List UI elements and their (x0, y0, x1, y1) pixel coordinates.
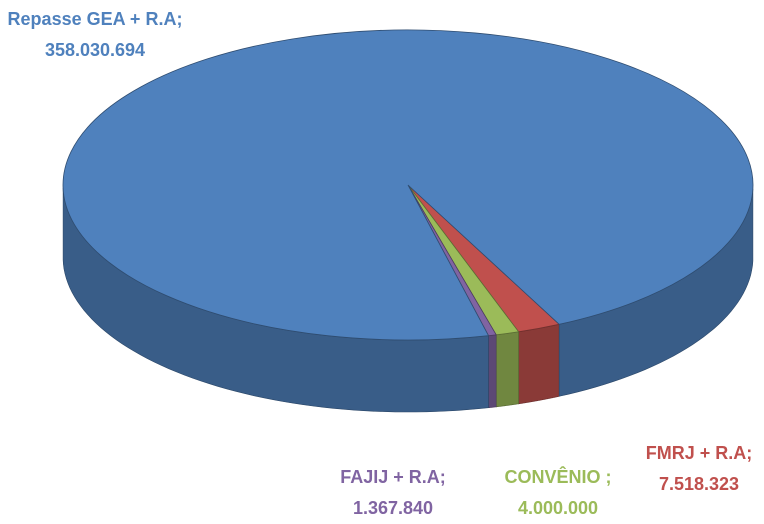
label-category: FAJIJ + R.A (340, 467, 440, 487)
label-category: CONVÊNIO (504, 467, 601, 487)
label-category: FMRJ + R.A (645, 443, 747, 463)
data-label: Repasse GEA + R.A; 358.030.694 (5, 4, 185, 66)
slice-side (495, 331, 519, 408)
label-separator: ; (605, 467, 612, 487)
data-label: FMRJ + R.A; 7.518.323 (624, 438, 764, 500)
label-separator: ; (746, 443, 753, 463)
label-separator: ; (439, 467, 446, 487)
label-value: 1.367.840 (352, 498, 434, 518)
data-label: CONVÊNIO ; 4.000.000 (478, 462, 638, 524)
label-value: 358.030.694 (44, 40, 146, 60)
data-label: FAJIJ + R.A; 1.367.840 (318, 462, 468, 524)
label-category: Repasse GEA + R.A (7, 9, 177, 29)
slice (62, 29, 754, 341)
slice-side (518, 323, 560, 405)
label-value: 7.518.323 (658, 474, 740, 494)
label-value: 4.000.000 (517, 498, 599, 518)
slice-side (488, 334, 497, 408)
label-separator: ; (176, 9, 183, 29)
